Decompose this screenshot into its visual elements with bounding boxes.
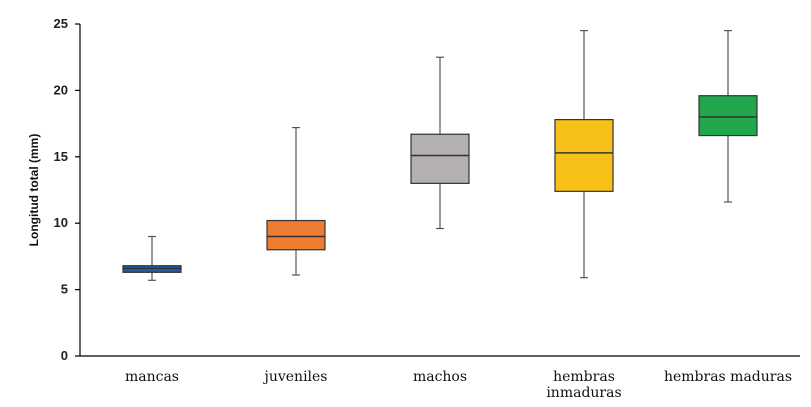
box-4: [698, 30, 758, 203]
y-tick-label: 15: [54, 149, 68, 164]
y-tick-label: 5: [61, 282, 68, 297]
category-label: inmaduras: [546, 385, 621, 401]
category-label: juveniles: [263, 369, 328, 385]
iqr-box: [554, 119, 614, 192]
box-1: [266, 126, 326, 276]
boxes: [122, 30, 758, 281]
category-label: hembras: [553, 369, 615, 385]
iqr-box: [410, 133, 470, 184]
y-tick-label: 25: [54, 16, 68, 31]
category-label: mancas: [125, 369, 179, 385]
box-0: [122, 235, 182, 281]
y-tick-label: 0: [61, 348, 68, 363]
box-3: [554, 30, 614, 279]
box-2: [410, 56, 470, 230]
axes: 0 5 10 15 20 25: [54, 16, 800, 363]
category-label: machos: [413, 369, 467, 385]
y-axis-label: Longitud total (mm): [27, 134, 41, 247]
category-label: hembras maduras: [664, 369, 792, 385]
iqr-box: [698, 95, 758, 137]
iqr-box: [266, 219, 326, 251]
y-tick-label: 10: [54, 215, 68, 230]
y-tick-label: 20: [54, 82, 68, 97]
